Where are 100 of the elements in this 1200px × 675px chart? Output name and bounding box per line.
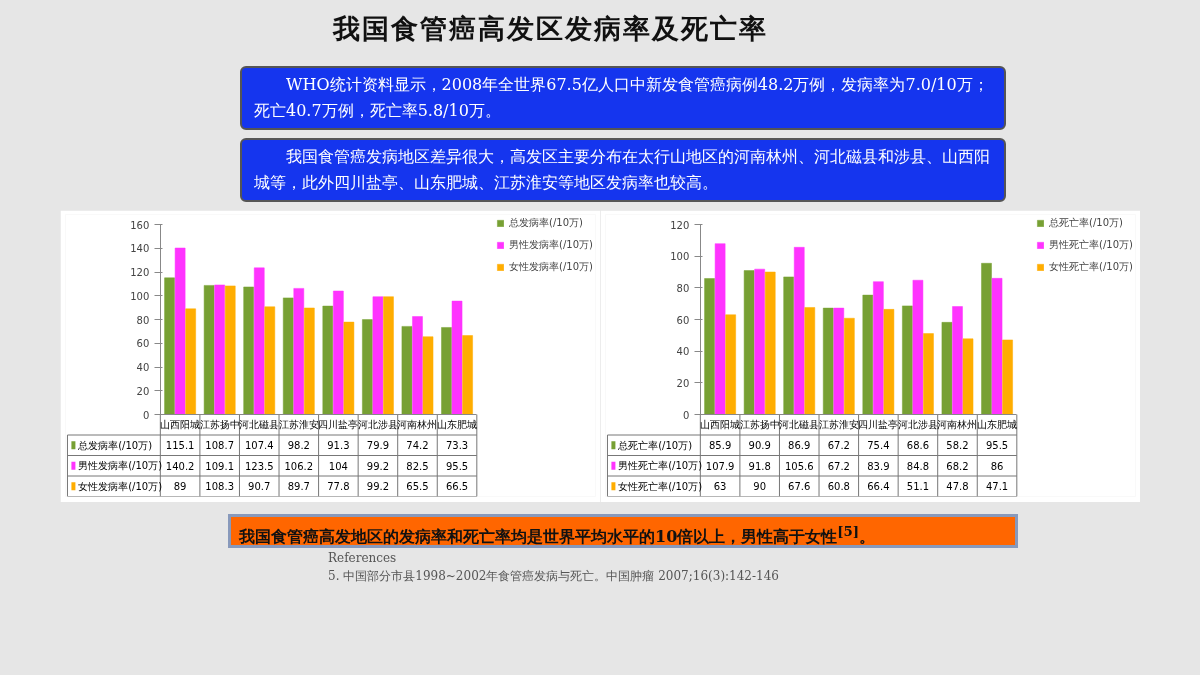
data-label: 90 [753,481,767,493]
y-tick-label: 20 [136,385,150,397]
y-tick-label: 0 [142,409,150,421]
data-label: 108.7 [205,440,235,452]
data-label: 104 [328,460,348,472]
x-tick-label: 四川盐亭 [318,419,359,431]
bar [293,288,305,415]
data-label: 68.6 [906,440,930,452]
bar [804,307,816,415]
bar [224,285,236,415]
data-label: 89 [173,481,187,493]
text: 我国食管癌高发区发病率及死亡率 [331,12,769,46]
data-label: 98.2 [287,440,310,452]
bar [322,305,334,415]
x-tick-label: 河北磁县 [239,419,280,431]
x-tick-label: 山西阳城 [700,419,741,431]
bar [343,321,355,415]
x-tick-label: 江苏扬中 [199,419,240,431]
legend-label: 女性死亡率(/10万) [1049,260,1133,274]
bar [333,290,344,415]
bar [451,300,463,415]
bar [164,277,175,415]
data-label: 90.7 [248,481,271,493]
data-label: 68.2 [946,460,969,472]
data-label: 91.8 [748,460,771,472]
data-label: 95.5 [985,440,1009,452]
bar [304,307,315,415]
legend-label: 总发病率(/10万) [77,439,153,451]
y-tick-label: 100 [670,251,690,263]
text: WHO统计资料显示，2008年全世界67.5亿人口中新发食管癌病例48.2万例，发病率为7.0/10万；死亡40.7万例，死亡率5.8/10万。 [240,66,1006,130]
y-tick-label: 140 [130,243,150,255]
bar [462,335,473,415]
bar [185,308,196,415]
data-label: 51.1 [906,481,930,493]
data-label: 85.9 [708,440,732,452]
y-tick-label: 80 [136,314,150,326]
data-label: 66.4 [867,481,890,493]
text: 总发病率(/10万) [509,217,583,228]
text: References [328,550,397,567]
data-label: 75.4 [867,440,890,452]
bar [941,322,953,415]
bar [833,307,845,415]
y-tick-label: 20 [676,377,690,389]
x-tick-label: 四川盐亭 [858,419,899,431]
bar [962,338,974,415]
x-tick-label: 山东肥城 [977,419,1018,431]
data-label: 67.2 [827,460,850,472]
data-label: 89.7 [287,481,310,493]
x-tick-label: 河北涉县 [897,419,938,431]
data-label: 82.5 [406,460,429,472]
x-tick-label: 河北涉县 [357,419,398,431]
data-label: 63 [713,481,727,493]
bar [844,317,855,415]
data-label: 99.2 [366,460,390,472]
text: 女性发病率(/10万) [78,480,163,492]
text: 我国食管癌高发地区的发病率和死亡率均是世界平均水平的10倍以上，男性高于女性$^{[5]}$。 [228,514,1018,548]
legend-label: 女性发病率(/10万) [509,260,593,274]
bar [952,306,963,415]
bar [714,243,726,415]
text: 5. 中国部分市县1998~2002年食管癌发病与死亡。中国肿瘤 2007;16(3):142-146 [328,568,779,585]
bar [981,263,992,415]
data-label: 74.2 [406,440,429,452]
y-tick-label: 120 [130,267,150,278]
bar [401,326,413,415]
bar [793,247,805,415]
data-label: 47.8 [946,481,969,493]
bar [822,307,834,415]
data-label: 73.3 [445,440,469,452]
data-label: 47.1 [985,481,1009,493]
bar [725,314,736,415]
data-label: 67.2 [827,440,850,452]
data-label: 90.9 [748,440,771,452]
bar [282,297,294,415]
bar [383,296,394,415]
y-tick-label: 60 [676,314,690,326]
data-label: 67.6 [788,481,811,493]
text: 男性发病率(/10万) [78,460,163,472]
data-label: 84.8 [906,460,930,472]
y-tick-label: 40 [676,346,690,358]
bar [991,278,1003,415]
bar [783,276,794,415]
text: 总死亡率(/10万) [1049,217,1123,228]
data-label: 91.3 [327,440,350,452]
bar [883,309,895,415]
data-label: 60.8 [827,481,850,493]
data-label: 66.5 [445,481,469,493]
bar [754,268,765,415]
data-label: 105.6 [784,460,814,472]
data-label: 65.5 [406,481,429,493]
bar [1002,339,1013,415]
data-label: 79.9 [366,440,390,452]
bar [362,319,373,415]
x-tick-label: 江苏扬中 [739,419,780,431]
y-tick-label: 100 [130,290,150,302]
y-tick-label: 40 [136,362,150,373]
x-tick-label: 江苏淮安 [278,419,319,431]
x-tick-label: 山西阳城 [160,419,201,431]
y-tick-label: 160 [130,219,150,231]
data-label: 106.2 [284,460,314,472]
data-label: 99.2 [366,481,390,493]
